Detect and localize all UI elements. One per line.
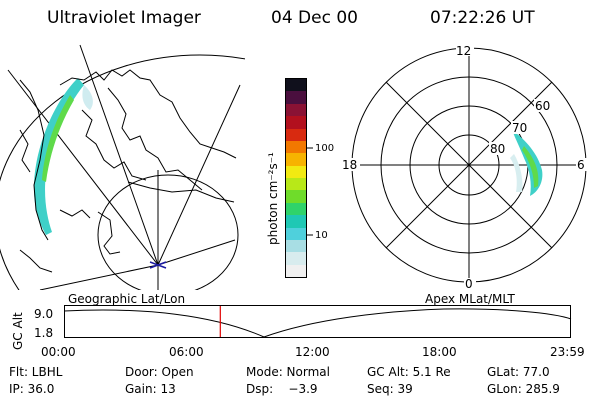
altitude-curve bbox=[64, 308, 572, 338]
mlt-label-18: 18 bbox=[342, 158, 357, 172]
coastline bbox=[97, 211, 121, 255]
aurora-emission bbox=[522, 146, 539, 188]
colorbar-axis: 100 10 bbox=[307, 143, 334, 241]
aurora-emission bbox=[33, 78, 84, 235]
info-gcalt: GC Alt: 5.1 Re bbox=[367, 365, 451, 379]
colorbar bbox=[285, 78, 307, 278]
coastline bbox=[19, 79, 49, 241]
mlat-label-80: 80 bbox=[490, 142, 505, 156]
coastline bbox=[59, 69, 237, 159]
colorbar-segment bbox=[286, 153, 306, 166]
mlat-label-60: 60 bbox=[535, 99, 550, 113]
date-label: 04 Dec 00 bbox=[271, 8, 358, 28]
timeline-x-tick-0000: 00:00 bbox=[41, 345, 76, 359]
info-mode: Mode: Normal bbox=[246, 365, 330, 379]
mlt-label-12: 12 bbox=[456, 44, 471, 58]
colorbar-segment bbox=[286, 227, 306, 240]
meridian-line bbox=[157, 239, 236, 266]
mlt-label-6: 6 bbox=[577, 158, 585, 172]
aurora-emission bbox=[42, 95, 74, 182]
timeline-x-tick-0600: 06:00 bbox=[169, 345, 204, 359]
latitude-circle bbox=[97, 174, 239, 290]
colorbar-segment bbox=[286, 116, 306, 129]
colorbar-segment bbox=[286, 239, 306, 253]
timeline-axis-title: GC Alt bbox=[11, 312, 25, 350]
info-glon: GLon: 285.9 bbox=[487, 382, 560, 396]
colorbar-segment bbox=[286, 190, 306, 203]
colorbar-segment bbox=[286, 252, 306, 265]
info-dsp: Dsp: −3.9 bbox=[246, 382, 318, 396]
colorbar-unit-label: photon cm⁻²s⁻¹ bbox=[266, 152, 280, 245]
timeline-y-tick-top: 9.0 bbox=[34, 307, 54, 321]
colorbar-segment bbox=[286, 103, 306, 117]
meridian-line bbox=[157, 84, 241, 266]
timeline-x-tick-1800: 18:00 bbox=[422, 345, 457, 359]
info-flt: Flt: LBHL bbox=[9, 365, 63, 379]
latitude-circle bbox=[0, 54, 245, 290]
colorbar-segment bbox=[286, 165, 306, 178]
colorbar-segment bbox=[286, 128, 306, 141]
colorbar-segment bbox=[286, 202, 306, 216]
coastline bbox=[19, 249, 53, 273]
info-gain: Gain: 13 bbox=[125, 382, 176, 396]
diagonal-line bbox=[385, 81, 553, 249]
info-door: Door: Open bbox=[125, 365, 194, 379]
meridian-line bbox=[39, 264, 159, 290]
info-glat: GLat: 77.0 bbox=[487, 365, 550, 379]
time-label: 07:22:26 UT bbox=[430, 8, 535, 28]
meridian-line bbox=[79, 44, 159, 266]
mlt-label-0: 0 bbox=[465, 277, 473, 290]
geographic-map bbox=[0, 44, 245, 290]
timeline-frame bbox=[64, 305, 571, 338]
timeline-x-tick-1200: 12:00 bbox=[295, 345, 330, 359]
timeline-x-tick-2359: 23:59 bbox=[550, 345, 585, 359]
aurora-emission bbox=[510, 154, 523, 192]
polar-plot: 12 18 6 0 60 70 80 bbox=[340, 44, 588, 290]
mlat-label-70: 70 bbox=[512, 121, 527, 135]
instrument-title: Ultraviolet Imager bbox=[47, 8, 201, 28]
altitude-timeline bbox=[64, 305, 572, 338]
coastline bbox=[19, 129, 31, 173]
colorbar-gradient bbox=[285, 78, 307, 278]
apex-label: Apex MLat/MLT bbox=[425, 292, 515, 306]
coastline bbox=[81, 109, 147, 181]
colorbar-segment bbox=[286, 79, 306, 92]
meridian-line bbox=[7, 69, 159, 266]
footprint-marker bbox=[149, 261, 167, 269]
coastline bbox=[107, 87, 203, 191]
colorbar-segment bbox=[286, 91, 306, 104]
colorbar-tick-100: 100 bbox=[315, 143, 334, 154]
geographic-label: Geographic Lat/Lon bbox=[68, 292, 186, 306]
info-seq: Seq: 39 bbox=[367, 382, 413, 396]
timeline-y-tick-bottom: 1.8 bbox=[34, 326, 54, 340]
colorbar-tick-10: 10 bbox=[315, 230, 328, 241]
colorbar-segment bbox=[286, 215, 306, 228]
coastline bbox=[59, 209, 91, 219]
aurora-emission bbox=[82, 85, 93, 110]
colorbar-segment bbox=[286, 140, 306, 154]
info-ip: IP: 36.0 bbox=[9, 382, 55, 396]
colorbar-segment bbox=[286, 178, 306, 191]
colorbar-segment bbox=[286, 264, 306, 277]
coastline bbox=[127, 181, 235, 203]
